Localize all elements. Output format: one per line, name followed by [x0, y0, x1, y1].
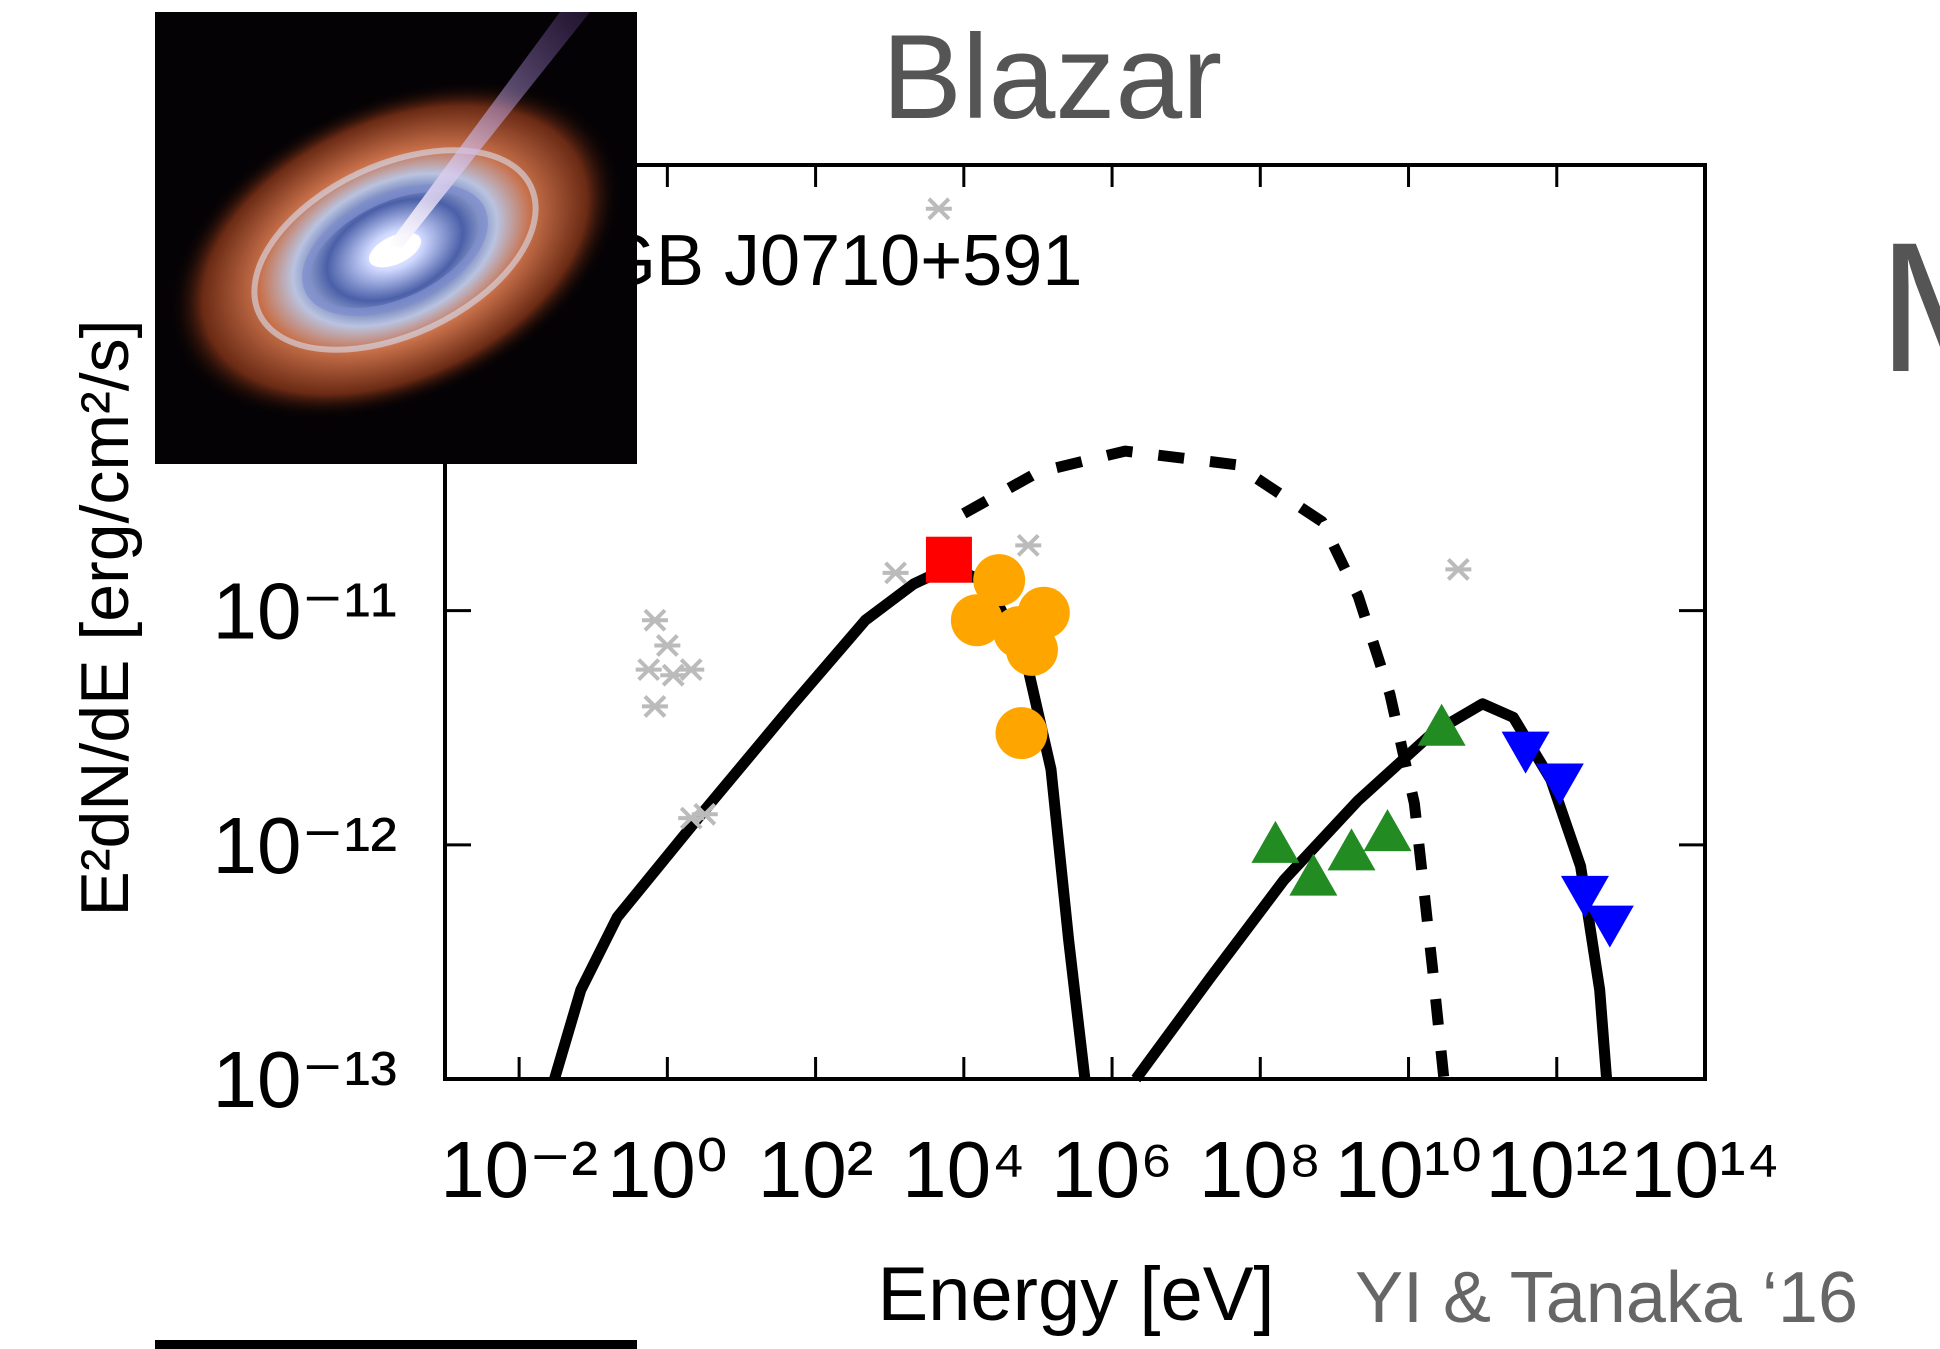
x-tick-label: 10⁸ — [1199, 1125, 1322, 1214]
data-point — [641, 695, 668, 718]
data-point — [1363, 809, 1412, 852]
data-point — [925, 536, 972, 583]
x-tick-label: 10⁶ — [1051, 1125, 1173, 1214]
x-tick-label: 10² — [758, 1125, 874, 1214]
data-point — [641, 608, 668, 632]
blazar-image — [155, 12, 637, 464]
y-tick-label: 10⁻¹³ — [213, 1035, 398, 1124]
data-point — [1501, 731, 1550, 774]
data-point — [1015, 533, 1042, 557]
data-point — [925, 197, 952, 221]
y-tick-label: 10⁻¹¹ — [213, 567, 398, 656]
cut-text: M — [1878, 205, 1940, 411]
data-point — [1535, 763, 1584, 806]
data-point — [654, 634, 681, 657]
x-tick-label: 10⁴ — [902, 1125, 1025, 1214]
data-point — [1417, 703, 1466, 746]
data-point — [678, 658, 705, 682]
data-point — [882, 561, 909, 585]
x-tick-label: 10¹⁰ — [1335, 1125, 1483, 1214]
data-point — [973, 554, 1026, 607]
y-tick-label: 10⁻¹² — [213, 801, 398, 890]
x-tick-label: 10¹⁴ — [1630, 1125, 1780, 1214]
slide-title: Blazar — [882, 10, 1222, 144]
data-point — [635, 658, 662, 682]
model-curve-dashed — [961, 445, 1450, 1080]
data-point — [995, 707, 1048, 760]
data-point — [1005, 623, 1058, 676]
y-axis-label: E²dN/dE [erg/cm²/s] — [67, 319, 143, 916]
x-axis-label: Energy [eV] — [877, 1252, 1274, 1337]
data-point — [1445, 558, 1472, 581]
plot-frame — [443, 163, 1707, 1081]
data-point — [1251, 820, 1300, 863]
x-tick-label: 10¹² — [1486, 1125, 1628, 1214]
data-point — [1289, 853, 1338, 896]
source-annotation: RGB J0710+591 — [548, 221, 1082, 301]
bottom-bar — [155, 1340, 637, 1349]
data-point — [1585, 905, 1634, 948]
data-point — [691, 802, 718, 826]
data-point — [950, 594, 1003, 647]
x-tick-label: 10⁻² — [440, 1125, 598, 1214]
data-point — [1327, 828, 1376, 871]
data-point — [1560, 875, 1609, 918]
x-tick-label: 10⁰ — [607, 1125, 728, 1214]
plot: 10⁻² 10⁰ 10² 10⁴ 10⁶ 10⁸ 10¹⁰ 10¹² 10¹⁴ 10⁻¹³ 10⁻¹… — [67, 163, 1780, 1337]
citation: YI & Tanaka ‘16 — [1355, 1258, 1858, 1338]
